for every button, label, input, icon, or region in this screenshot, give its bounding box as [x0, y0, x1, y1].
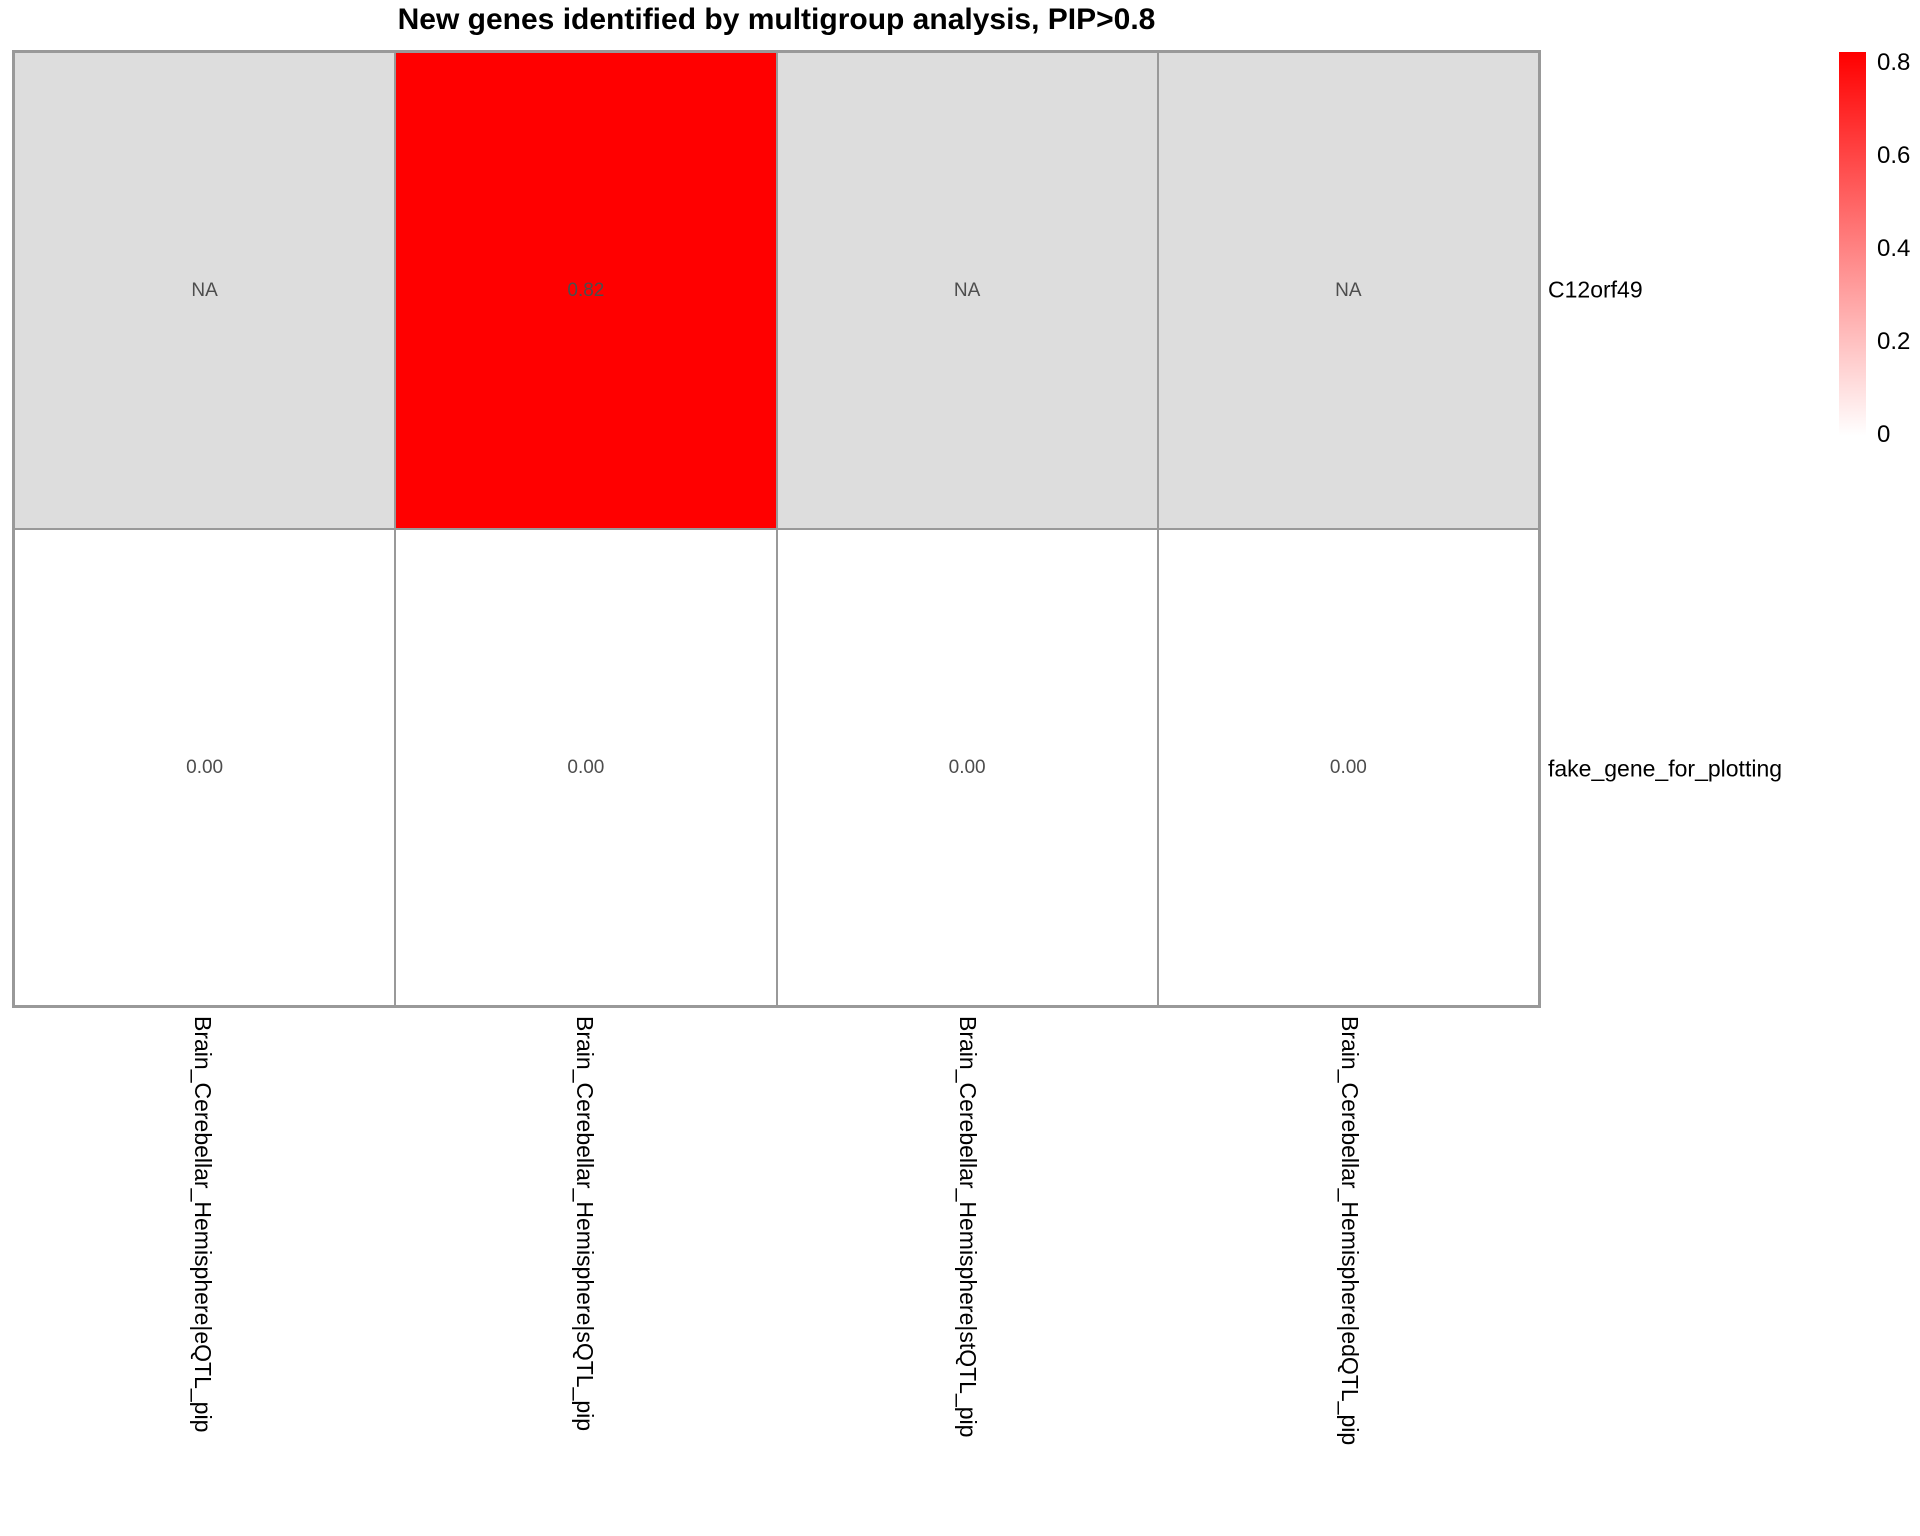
colorbar-tick-0.4: 0.4	[1877, 235, 1911, 262]
heatmap-cell-r1c0: 0.00	[14, 529, 396, 1006]
heatmap-cell-r0c2: NA	[776, 52, 1158, 529]
colorbar-tick-0.6: 0.6	[1877, 142, 1911, 169]
heatmap-cell-r0c1: 0.82	[395, 52, 777, 529]
heatmap-cell-r1c3: 0.00	[1157, 529, 1539, 1006]
col-label-edqtl: Brain_Cerebellar_Hemisphere|edQTL_pip	[1337, 1016, 1363, 1446]
heatmap-cell-r1c1: 0.00	[395, 529, 777, 1006]
row-label-c12orf49: C12orf49	[1548, 276, 1643, 303]
col-label-sqtl: Brain_Cerebellar_Hemisphere|sQTL_pip	[572, 1016, 598, 1432]
heatmap-cell-r1c2: 0.00	[776, 529, 1158, 1006]
chart-title: New genes identified by multigroup analy…	[397, 3, 1156, 36]
colorbar-gradient	[1839, 52, 1866, 436]
colorbar-tick-0.8: 0.8	[1877, 49, 1911, 76]
heatmap-grid: NA 0.82 NA NA 0.00 0.00 0.00 0.00	[12, 50, 1541, 1008]
heatmap-cell-r0c3: NA	[1157, 52, 1539, 529]
col-label-eqtl: Brain_Cerebellar_Hemisphere|eQTL_pip	[190, 1016, 216, 1433]
colorbar-tick-0: 0	[1877, 421, 1891, 448]
row-label-fake-gene: fake_gene_for_plotting	[1548, 755, 1783, 782]
colorbar-tick-0.2: 0.2	[1877, 328, 1911, 355]
col-label-stqtl: Brain_Cerebellar_Hemisphere|stQTL_pip	[955, 1016, 981, 1438]
heatmap-cell-r0c0: NA	[14, 52, 396, 529]
